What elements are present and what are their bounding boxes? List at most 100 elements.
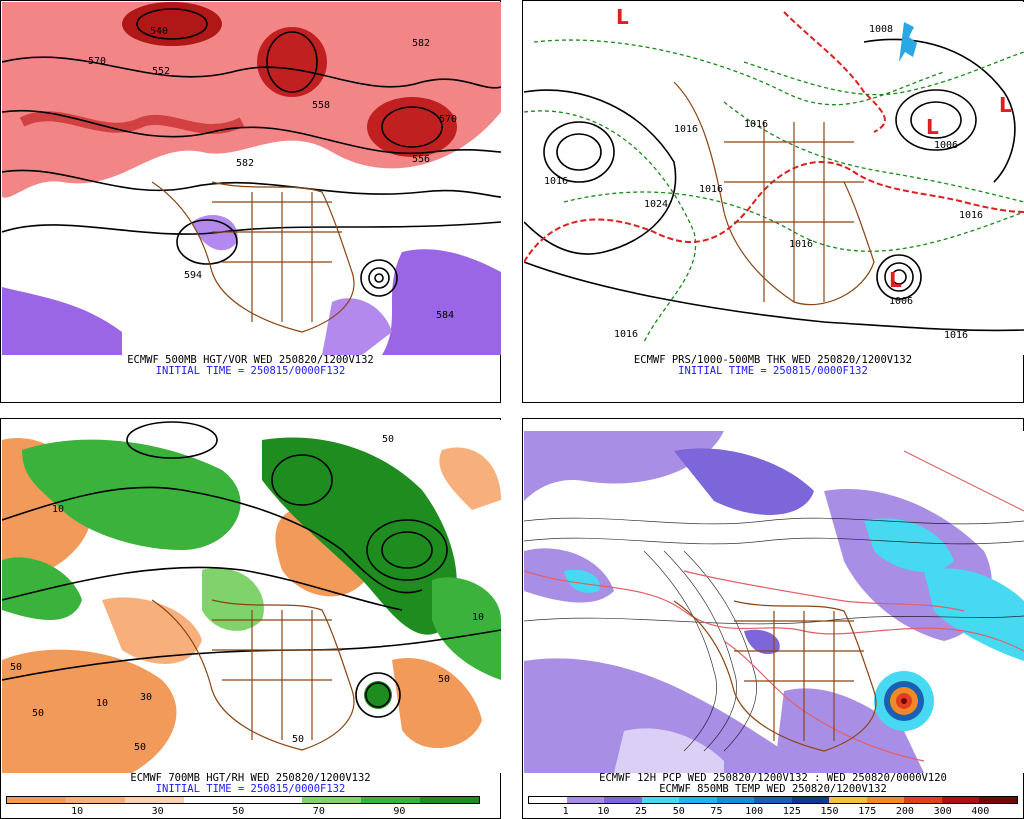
contour-label: 10 — [472, 612, 484, 623]
legend-swatch — [941, 797, 980, 803]
panel-title: ECMWF 12H PCP WED 250820/1200V132 : WED … — [599, 772, 947, 784]
contour-label: 1016 — [674, 124, 698, 135]
legend-tick-label: 50 — [232, 806, 245, 817]
legend-swatch — [791, 797, 830, 803]
contour-label: 556 — [412, 154, 430, 165]
panel-init-time: INITIAL TIME = 250815/0000F132 — [155, 365, 346, 377]
panel-init-time: INITIAL TIME = 250815/0000F132 — [678, 365, 868, 377]
legend-swatch — [7, 797, 66, 803]
contour-label: 540 — [150, 26, 168, 37]
legend-swatch — [604, 797, 642, 803]
panel-subtitle: ECMWF 850MB TEMP WED 250820/1200V132 — [659, 783, 887, 795]
map-pcp-temp — [524, 431, 1024, 773]
legend-swatch — [529, 797, 567, 803]
legend-tick-label: 200 — [895, 806, 914, 817]
contour-label: 50 — [382, 434, 394, 445]
legend-tick-label: 300 — [933, 806, 952, 817]
contour-label: 584 — [436, 310, 454, 321]
legend-swatch — [866, 797, 905, 803]
contour-label: 582 — [412, 38, 430, 49]
contour-label: 1016 — [944, 330, 968, 341]
legend-swatch — [125, 797, 184, 803]
legend-ticks: 10 30 50 70 90 — [6, 806, 480, 818]
legend-swatch — [361, 797, 420, 803]
legend-swatch — [420, 797, 479, 803]
contour-label: 50 — [32, 708, 44, 719]
legend-swatch — [754, 797, 792, 803]
contour-label: 50 — [10, 662, 22, 673]
pcp-color-legend: 1 10 25 50 75 100 125 150 175 200 300 400 — [528, 796, 1018, 818]
map-700mb-svg: 50 50 10 50 10 50 50 10 30 50 — [2, 420, 501, 773]
contour-label: 582 — [236, 158, 254, 169]
legend-swatch — [302, 797, 361, 803]
contour-label: 1016 — [789, 239, 813, 250]
legend-tick-label: 50 — [672, 806, 685, 817]
contour-label: 594 — [184, 270, 202, 281]
contour-label: 1006 — [934, 140, 958, 151]
low-pressure-marker: L — [926, 115, 939, 139]
contour-label: 1024 — [644, 199, 668, 210]
legend-swatch — [66, 797, 125, 803]
legend-swatch — [904, 797, 942, 803]
contour-label: 570 — [439, 114, 457, 125]
legend-swatch — [829, 797, 867, 803]
legend-tick-label: 10 — [597, 806, 610, 817]
panel-prs-thk: 1016 1016 1024 1016 1016 1016 1016 1006 … — [522, 0, 1024, 403]
contour-label: 1006 — [889, 296, 913, 307]
legend-tick-label: 75 — [710, 806, 723, 817]
map-700mb: 50 50 10 50 10 50 50 10 30 50 — [2, 420, 501, 773]
map-prs-thk-svg: 1016 1016 1024 1016 1016 1016 1016 1006 … — [524, 2, 1024, 355]
contour-label: 1016 — [744, 119, 768, 130]
contour-label: 50 — [292, 734, 304, 745]
legend-tick-label: 125 — [782, 806, 801, 817]
legend-swatch — [716, 797, 755, 803]
contour-label: 10 — [52, 504, 64, 515]
legend-swatch — [184, 797, 243, 803]
legend-swatch — [641, 797, 680, 803]
contour-label: 570 — [88, 56, 106, 67]
panel-title: ECMWF 700MB HGT/RH WED 250820/1200V132 — [130, 772, 371, 784]
legend-swatch — [566, 797, 605, 803]
contour-label: 30 — [140, 692, 152, 703]
legend-tick-label: 30 — [151, 806, 164, 817]
panel-title: ECMWF PRS/1000-500MB THK WED 250820/1200… — [633, 354, 913, 366]
contour-label: 1008 — [869, 24, 893, 35]
contour-label: 1016 — [959, 210, 983, 221]
legend-tick-label: 70 — [312, 806, 325, 817]
legend-color-bar — [528, 796, 1018, 804]
low-pressure-marker: L — [999, 93, 1012, 117]
map-500mb: 540 570 552 582 558 570 556 582 594 584 — [2, 2, 501, 355]
legend-swatch — [243, 797, 302, 803]
panel-12h-pcp-850mb-temp: ECMWF 12H PCP WED 250820/1200V132 : WED … — [522, 418, 1024, 819]
contour-label: 1016 — [614, 329, 638, 340]
legend-swatch — [979, 797, 1017, 803]
contour-label: 50 — [134, 742, 146, 753]
panel-500mb-hgt-vor: 540 570 552 582 558 570 556 582 594 584 … — [0, 0, 501, 403]
legend-tick-label: 100 — [745, 806, 764, 817]
legend-tick-label: 90 — [393, 806, 406, 817]
contour-label: 10 — [96, 698, 108, 709]
low-pressure-marker: L — [616, 5, 629, 29]
map-pcp-temp-svg — [524, 431, 1024, 773]
legend-color-bar — [6, 796, 480, 804]
low-pressure-marker: L — [889, 268, 902, 292]
legend-swatch — [679, 797, 717, 803]
legend-tick-label: 175 — [858, 806, 877, 817]
contour-label: 1016 — [699, 184, 723, 195]
panel-700mb-hgt-rh: 50 50 10 50 10 50 50 10 30 50 ECMWF 700M… — [0, 418, 501, 819]
legend-ticks: 1 10 25 50 75 100 125 150 175 200 300 400 — [528, 806, 1018, 818]
legend-tick-label: 150 — [820, 806, 839, 817]
contour-label: 1016 — [544, 176, 568, 187]
legend-tick-label: 400 — [971, 806, 990, 817]
contour-label: 558 — [312, 100, 330, 111]
legend-tick-label: 25 — [635, 806, 648, 817]
snow-shading — [899, 22, 917, 62]
panel-init-time: INITIAL TIME = 250815/0000F132 — [155, 783, 346, 795]
legend-tick-label: 1 — [562, 806, 569, 817]
map-prs-thk: 1016 1016 1024 1016 1016 1016 1016 1006 … — [524, 2, 1024, 355]
contour-label: 552 — [152, 66, 170, 77]
map-500mb-svg: 540 570 552 582 558 570 556 582 594 584 — [2, 2, 501, 355]
legend-tick-label: 10 — [71, 806, 84, 817]
rh-color-legend: 10 30 50 70 90 — [6, 796, 480, 818]
panel-title: ECMWF 500MB HGT/VOR WED 250820/1200V132 — [127, 354, 374, 366]
